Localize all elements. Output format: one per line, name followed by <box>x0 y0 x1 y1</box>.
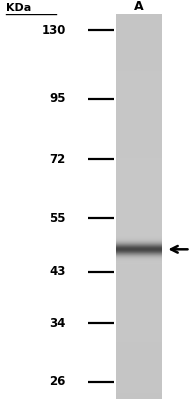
Text: 43: 43 <box>49 265 66 278</box>
Text: A: A <box>134 0 143 14</box>
Text: 95: 95 <box>49 92 66 105</box>
Text: 55: 55 <box>49 212 66 224</box>
Text: KDa: KDa <box>6 4 32 14</box>
Text: 26: 26 <box>49 375 66 388</box>
Text: 72: 72 <box>50 153 66 166</box>
Text: 130: 130 <box>41 24 66 37</box>
Text: 34: 34 <box>49 317 66 330</box>
